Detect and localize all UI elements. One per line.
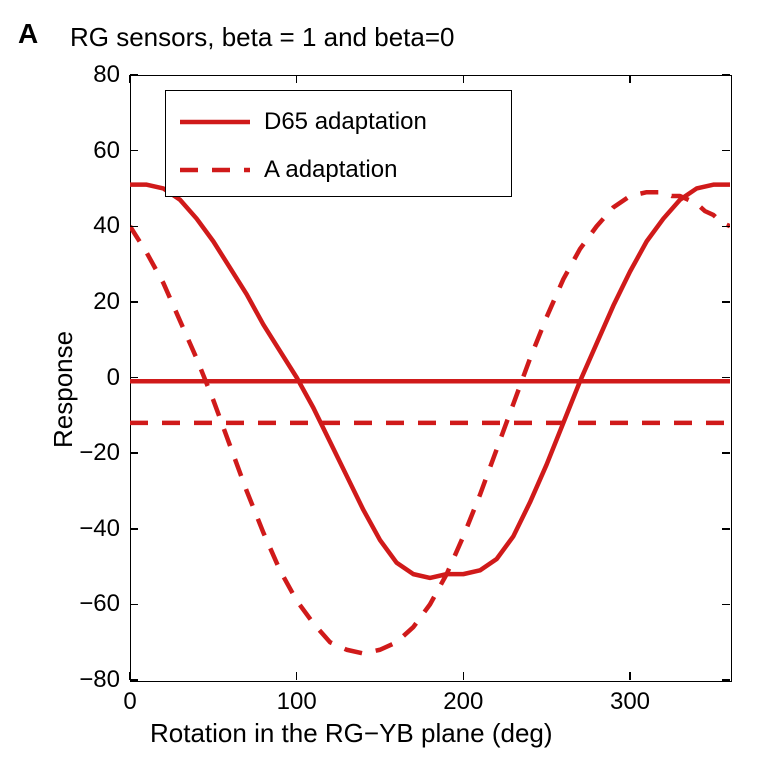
x-tick-label: 100 (267, 688, 327, 716)
y-tick (722, 679, 730, 681)
x-tick (129, 75, 131, 83)
y-tick-label: −40 (79, 515, 120, 543)
legend-label: A adaptation (264, 156, 397, 184)
y-tick (130, 74, 138, 76)
x-tick (463, 672, 465, 680)
y-tick (130, 452, 138, 454)
y-tick (130, 226, 138, 228)
y-tick (722, 150, 730, 152)
y-tick-label: −20 (79, 439, 120, 467)
y-tick-label: 20 (93, 288, 120, 316)
y-axis-label: Response (48, 330, 79, 447)
y-tick (722, 452, 730, 454)
x-tick (629, 672, 631, 680)
x-tick-label: 0 (100, 688, 160, 716)
x-axis-label: Rotation in the RG−YB plane (deg) (150, 718, 750, 749)
y-tick (130, 301, 138, 303)
y-tick (722, 528, 730, 530)
chart-container: A RG sensors, beta = 1 and beta=0 D65 ad… (0, 0, 769, 778)
y-tick-label: 0 (107, 364, 120, 392)
x-tick (296, 672, 298, 680)
y-tick (130, 377, 138, 379)
legend-swatch (180, 160, 258, 180)
legend-entry: A adaptation (180, 153, 397, 187)
y-tick-label: −60 (79, 590, 120, 618)
y-tick-label: 40 (93, 212, 120, 240)
x-tick (129, 672, 131, 680)
legend-swatch (180, 112, 258, 132)
x-tick (629, 75, 631, 83)
y-tick-label: 60 (93, 137, 120, 165)
legend: D65 adaptation A adaptation (165, 90, 512, 197)
y-tick (722, 604, 730, 606)
y-tick (722, 74, 730, 76)
y-tick (130, 604, 138, 606)
y-tick (722, 301, 730, 303)
x-tick-label: 300 (600, 688, 660, 716)
y-tick (722, 226, 730, 228)
x-tick (296, 75, 298, 83)
x-tick (463, 75, 465, 83)
legend-entry: D65 adaptation (180, 105, 427, 139)
y-tick (130, 528, 138, 530)
y-tick-label: 80 (93, 61, 120, 89)
y-tick (130, 679, 138, 681)
x-tick-label: 200 (433, 688, 493, 716)
y-tick (722, 377, 730, 379)
legend-label: D65 adaptation (264, 108, 427, 136)
y-tick (130, 150, 138, 152)
